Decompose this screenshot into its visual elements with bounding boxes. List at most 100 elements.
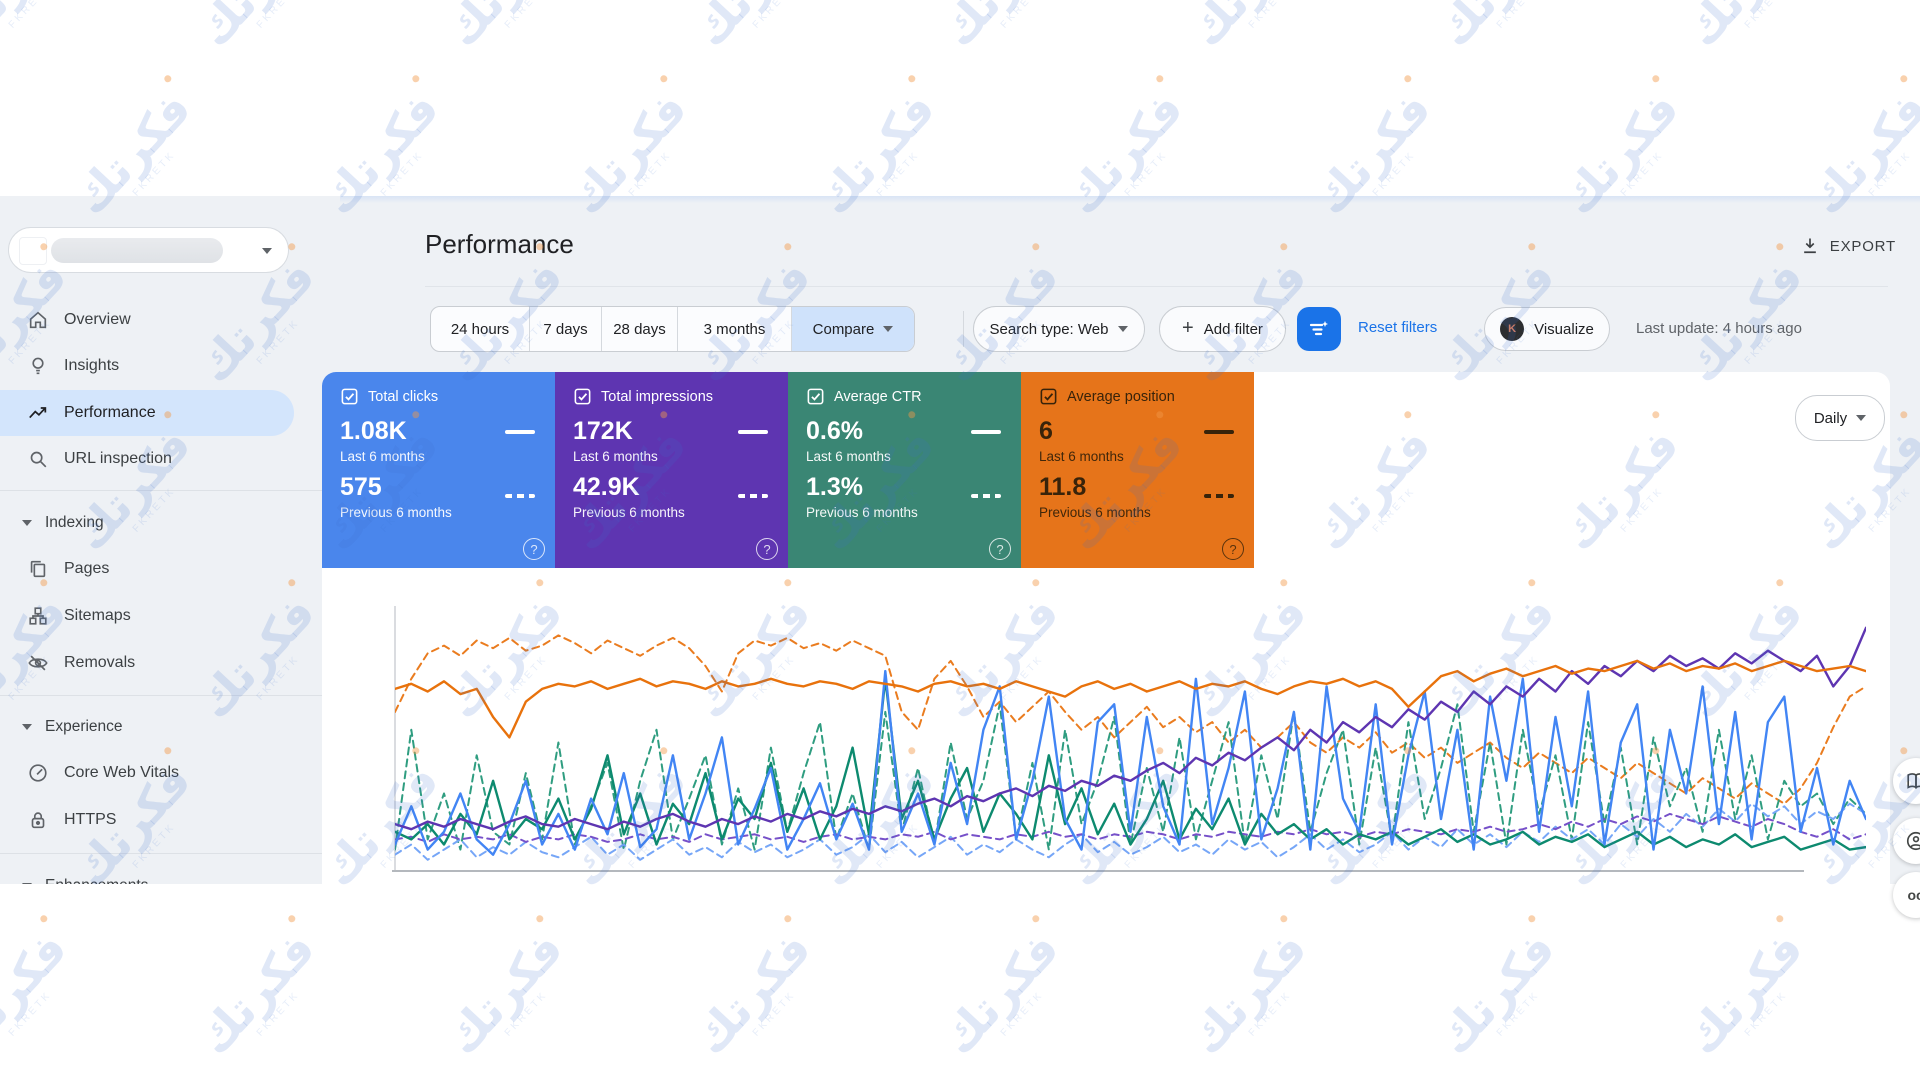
- card-current-caption: Last 6 months: [806, 449, 891, 464]
- tab-28-days[interactable]: 28 days: [601, 307, 677, 351]
- sidebar-item-removals[interactable]: Removals: [0, 640, 294, 686]
- sidebar-item-core-web-vitals[interactable]: Core Web Vitals: [0, 750, 294, 796]
- property-favicon: [19, 237, 47, 265]
- chevron-down-icon: [1118, 326, 1129, 332]
- previous-line-indicator: [971, 494, 1001, 498]
- export-label: EXPORT: [1829, 237, 1896, 255]
- card-previous-value: 42.9K: [573, 473, 640, 501]
- property-name-redacted: [51, 238, 223, 263]
- previous-line-indicator: [738, 494, 768, 498]
- sidebar-item-label: Removals: [64, 654, 136, 671]
- sidebar-item-pages[interactable]: Pages: [0, 546, 294, 592]
- sidebar-divider: [0, 853, 322, 854]
- chart-line-position-previous: [395, 634, 1866, 805]
- reset-filters-link[interactable]: Reset filters: [1358, 319, 1438, 336]
- filter-settings-button[interactable]: [1297, 307, 1341, 351]
- sidebar-section-experience[interactable]: Experience: [0, 704, 294, 750]
- add-filter-button[interactable]: + Add filter: [1159, 306, 1286, 352]
- card-label: Total clicks: [368, 388, 439, 405]
- chart-line-clicks-current: [395, 669, 1866, 856]
- sidebar-item-performance[interactable]: Performance: [0, 390, 294, 436]
- chevron-down-icon: [22, 520, 32, 526]
- book-icon: [1907, 773, 1920, 789]
- sidebar-item-label: Core Web Vitals: [64, 764, 180, 781]
- last-update-text: Last update: 4 hours ago: [1636, 320, 1802, 337]
- card-current-caption: Last 6 months: [340, 449, 425, 464]
- card-current-value: 0.6%: [806, 417, 863, 445]
- chart-line-impressions-current: [395, 626, 1866, 831]
- tab-compare[interactable]: Compare: [791, 307, 914, 351]
- performance-panel: Total clicks 1.08K Last 6 months 575 Pre…: [322, 372, 1890, 884]
- card-current-value: 172K: [573, 417, 633, 445]
- current-line-indicator: [738, 430, 768, 434]
- checkbox-checked-icon[interactable]: [573, 387, 592, 406]
- metric-cards: Total clicks 1.08K Last 6 months 575 Pre…: [322, 372, 1254, 568]
- card-current-caption: Last 6 months: [1039, 449, 1124, 464]
- chart-line-clicks-previous: [395, 802, 1866, 861]
- sidebar-divider: [0, 695, 322, 696]
- sidebar-item-label: Overview: [64, 311, 131, 328]
- chevron-down-icon: [22, 883, 32, 884]
- sidebar-item-overview[interactable]: Overview: [0, 297, 294, 343]
- filter-separator: [963, 311, 964, 347]
- lock-icon: [31, 812, 45, 829]
- side-panel-more-button[interactable]: oo: [1893, 872, 1920, 918]
- eye-off-icon: [28, 655, 48, 671]
- granularity-dropdown[interactable]: Daily: [1795, 395, 1885, 441]
- card-previous-value: 1.3%: [806, 473, 863, 501]
- card-average-position[interactable]: Average position 6 Last 6 months 11.8 Pr…: [1021, 372, 1254, 568]
- export-button[interactable]: EXPORT: [1800, 236, 1896, 256]
- help-icon[interactable]: ?: [523, 538, 545, 560]
- tab-3-months[interactable]: 3 months: [677, 307, 791, 351]
- sidebar-item-https[interactable]: HTTPS: [0, 797, 294, 843]
- chart-line-position-current: [395, 659, 1866, 739]
- sidebar-item-insights[interactable]: Insights: [0, 343, 294, 389]
- tab-24-hours[interactable]: 24 hours: [431, 307, 529, 351]
- home-icon: [29, 311, 47, 329]
- performance-chart: [395, 626, 1866, 861]
- app-window: Overview Insights Performance URL inspec…: [0, 196, 1920, 884]
- card-label: Average position: [1067, 388, 1175, 405]
- help-icon[interactable]: ?: [756, 538, 778, 560]
- sidebar-item-label: HTTPS: [64, 811, 117, 828]
- tab-7-days[interactable]: 7 days: [529, 307, 601, 351]
- card-total-impressions[interactable]: Total impressions 172K Last 6 months 42.…: [555, 372, 788, 568]
- filter-icon: [1309, 321, 1328, 336]
- card-total-clicks[interactable]: Total clicks 1.08K Last 6 months 575 Pre…: [322, 372, 555, 568]
- sidebar-item-label: Sitemaps: [64, 607, 131, 624]
- property-selector[interactable]: [8, 227, 289, 273]
- chevron-down-icon: [883, 326, 894, 332]
- current-line-indicator: [505, 430, 535, 434]
- sidebar-item-url-inspection[interactable]: URL inspection: [0, 436, 294, 482]
- chevron-down-icon: [22, 724, 32, 730]
- date-range-tabs: 24 hours 7 days 28 days 3 months Compare: [430, 306, 915, 352]
- current-line-indicator: [971, 430, 1001, 434]
- chevron-down-icon: [1856, 415, 1867, 421]
- pages-icon: [30, 560, 46, 578]
- card-current-value: 6: [1039, 417, 1053, 445]
- oo-icon: oo: [1907, 887, 1920, 903]
- sidebar-item-sitemaps[interactable]: Sitemaps: [0, 593, 294, 639]
- card-previous-value: 11.8: [1039, 473, 1087, 501]
- chart-line-ctr-current: [395, 677, 1866, 851]
- card-label: Total impressions: [601, 388, 714, 405]
- help-icon[interactable]: ?: [1222, 538, 1244, 560]
- help-icon[interactable]: ?: [989, 538, 1011, 560]
- download-icon: [1803, 238, 1816, 254]
- sidebar-section-enhancements[interactable]: Enhancements: [0, 863, 294, 884]
- sidebar: Overview Insights Performance URL inspec…: [0, 196, 322, 884]
- card-current-caption: Last 6 months: [573, 449, 658, 464]
- visualize-button[interactable]: K Visualize: [1484, 307, 1610, 351]
- checkbox-checked-icon[interactable]: [1039, 387, 1058, 406]
- section-label: Enhancements: [45, 877, 148, 884]
- previous-line-indicator: [1204, 494, 1234, 498]
- checkbox-checked-icon[interactable]: [340, 387, 359, 406]
- section-label: Experience: [45, 718, 123, 735]
- person-circle-icon: [1906, 831, 1920, 851]
- sidebar-section-indexing[interactable]: Indexing: [0, 500, 294, 546]
- sitemap-icon: [29, 607, 47, 625]
- card-average-ctr[interactable]: Average CTR 0.6% Last 6 months 1.3% Prev…: [788, 372, 1021, 568]
- search-type-dropdown[interactable]: Search type: Web: [973, 306, 1145, 352]
- checkbox-checked-icon[interactable]: [806, 387, 825, 406]
